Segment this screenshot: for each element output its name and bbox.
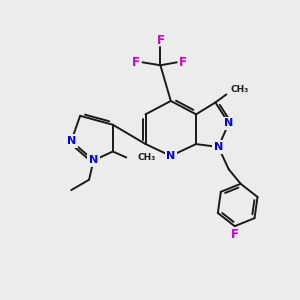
Text: N: N bbox=[224, 118, 233, 128]
Text: N: N bbox=[89, 155, 98, 165]
Text: N: N bbox=[166, 151, 176, 161]
Text: F: F bbox=[231, 228, 239, 241]
Text: CH₃: CH₃ bbox=[230, 85, 248, 94]
Text: N: N bbox=[214, 142, 223, 152]
Text: F: F bbox=[179, 56, 187, 69]
Text: CH₃: CH₃ bbox=[137, 153, 156, 162]
Text: F: F bbox=[156, 34, 164, 47]
Text: F: F bbox=[132, 56, 140, 69]
Text: N: N bbox=[67, 136, 76, 146]
